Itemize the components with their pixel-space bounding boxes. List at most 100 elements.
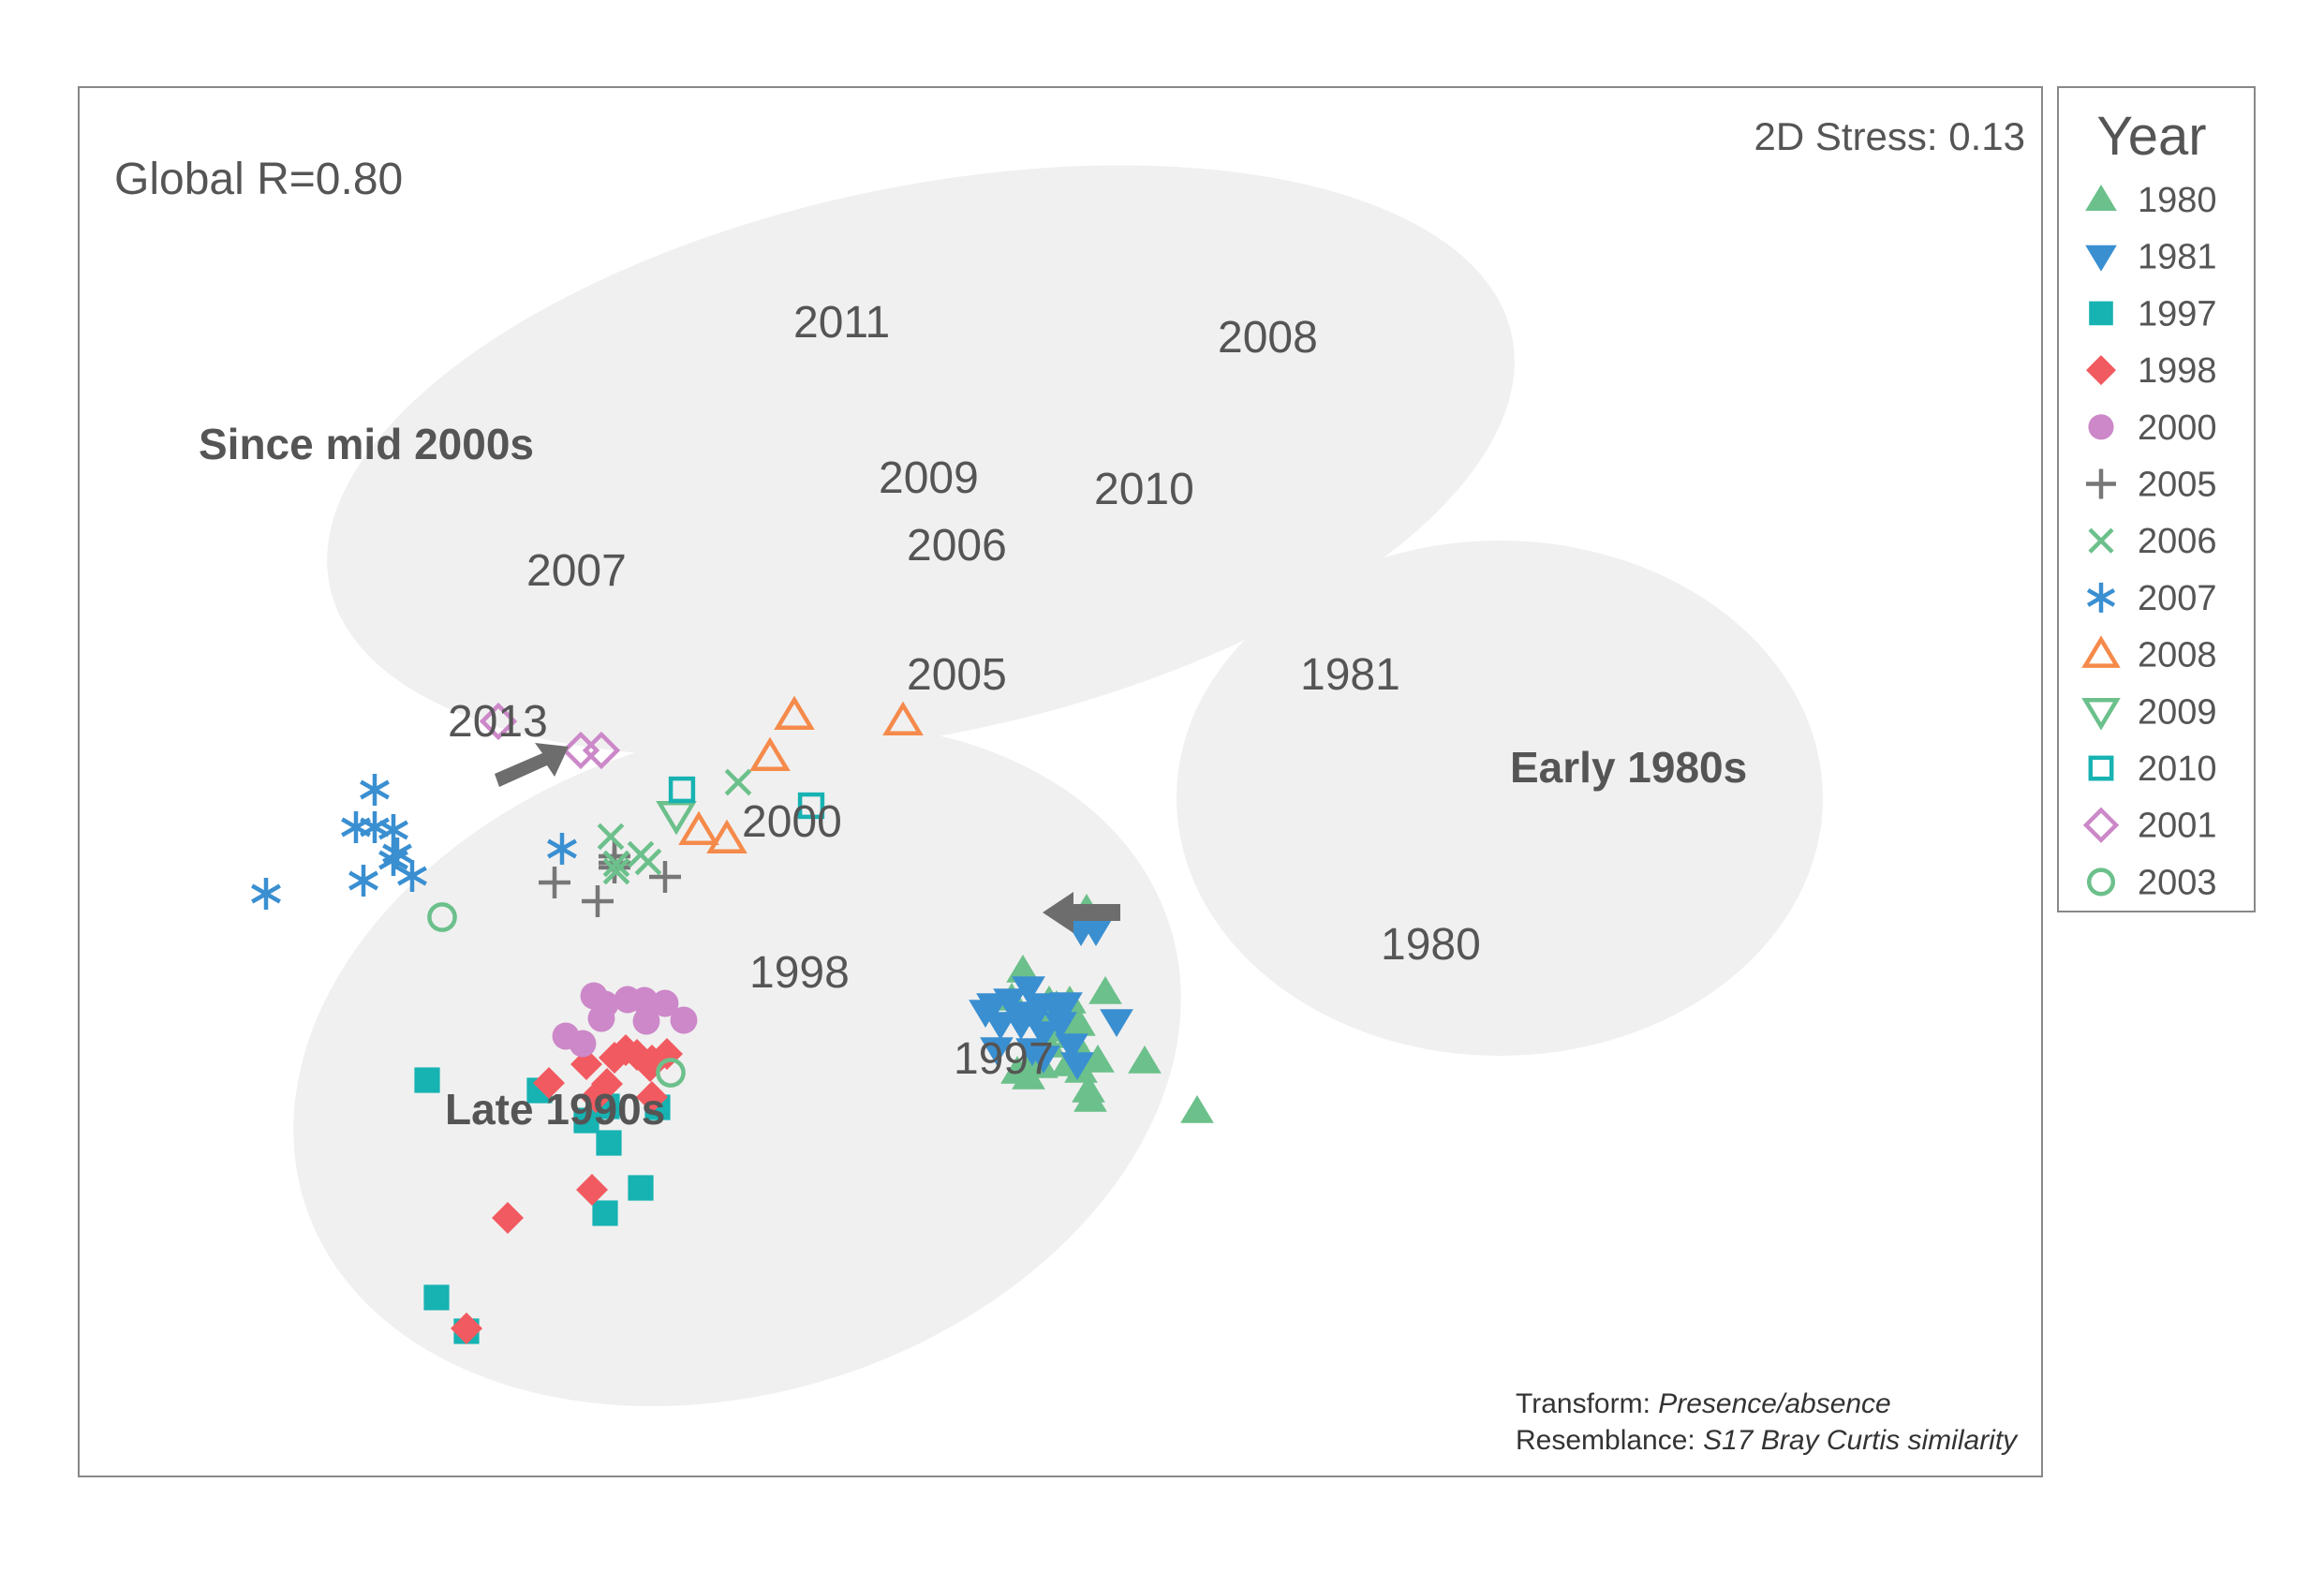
legend-label-1980: 1980 [2138,181,2217,220]
footnote-resemblance: Resemblance: S17 Bray Curtis similarity [1516,1425,2019,1456]
point-1998-1 [599,1042,630,1074]
point-2008-1 [882,701,924,735]
legend-item-1998: 1998 [2086,351,2217,391]
ellipse-late-1990s [293,721,1181,1407]
legend: Year 1980 1981 1997 1998 2000 2005 2006 2007 200… [2057,86,2256,912]
legend-label-2010: 2010 [2138,749,2217,789]
legend-marker-2003 [2086,868,2116,897]
point-1980-14 [1081,1045,1115,1073]
legend-item-2008: 2008 [2081,635,2217,675]
point-1998-10 [636,1081,668,1113]
legend-marker-2000 [2088,414,2114,440]
legend-label-1998: 1998 [2138,351,2217,391]
point-2007-6 [397,860,427,892]
point-2008-0 [774,695,815,730]
point-2008-2 [749,736,791,771]
point-1980-1 [1006,955,1040,983]
point-2006-0 [724,768,752,796]
legend-item-2010: 2010 [2088,749,2217,789]
footnote-transform-value: Presence/absence [1658,1388,1891,1419]
legend-label-2009: 2009 [2138,692,2217,732]
point-1980-16 [1128,1046,1162,1074]
point-1981-15 [1027,1021,1060,1049]
point-1997-8 [423,1284,450,1311]
ellipse-early-1980s [1177,541,1823,1056]
point-2005-3 [649,861,681,893]
point-1980-23 [1073,1084,1107,1112]
point-2000-10 [569,1030,597,1058]
legend-label-2007: 2007 [2138,579,2217,618]
legend-marker-1981 [2085,245,2117,272]
data-points [251,695,1214,1344]
legend-label-1997: 1997 [2138,294,2217,334]
legend-marker-2007 [2086,582,2116,613]
annotation-2005: 2005 [907,650,1007,700]
point-2006-5 [602,857,630,885]
point-1981-18 [1055,1033,1088,1061]
arrow-icon-2003 [1043,892,1120,933]
legend-marker-2005 [2086,468,2116,499]
annotation-2007: 2007 [526,546,627,596]
legend-item-2007: 2007 [2086,579,2217,618]
legend-label-2000: 2000 [2138,408,2217,448]
annotation-2008: 2008 [1218,313,1318,363]
point-2006-1 [597,823,625,851]
point-2008-3 [678,810,719,845]
point-1981-2 [1012,976,1045,1004]
annotation-1981: 1981 [1300,650,1400,700]
point-2006-4 [634,848,662,876]
point-1980-2 [1088,976,1122,1004]
legend-item-2001: 2001 [2082,807,2217,846]
point-1998-11 [576,1174,608,1206]
group-label-early-1980s: Early 1980s [1510,743,1747,792]
annotation-1998: 1998 [749,948,850,998]
point-2000-7 [632,1007,660,1035]
point-2007-0 [360,774,390,806]
point-2000-8 [670,1006,698,1034]
point-2008-4 [706,819,748,853]
legend-items: 1980 1981 1997 1998 2000 2005 2006 2007 2008 2009… [2081,181,2217,902]
legend-marker-2010 [2088,755,2114,781]
legend-item-2003: 2003 [2086,863,2217,902]
legend-marker-2008 [2081,635,2121,668]
group-label-since-mid-2000s: Since mid 2000s [199,420,534,468]
ellipse-since-mid-2000s [327,165,1515,757]
point-2007-2 [360,811,390,843]
point-2005-5 [582,885,614,917]
point-1981-20 [1060,1052,1094,1080]
legend-item-1981: 1981 [2085,238,2217,277]
point-1998-7 [533,1067,565,1099]
point-1997-7 [592,1200,618,1226]
point-1998-9 [580,1081,612,1113]
point-2007-9 [251,878,281,910]
annotation-2010: 2010 [1094,465,1194,514]
footnote-transform-label: Transform: [1516,1388,1658,1419]
group-label-late-1990s: Late 1990s [445,1085,665,1134]
annotation-2006: 2006 [907,521,1007,571]
legend-item-2006: 2006 [2088,522,2217,561]
point-2000-6 [587,1004,615,1032]
point-2009-0 [656,801,697,836]
point-1981-12 [1004,1012,1038,1040]
legend-title: Year [2096,106,2206,167]
legend-label-2005: 2005 [2138,466,2217,505]
point-1998-12 [492,1202,524,1234]
annotation-2009: 2009 [879,453,979,503]
point-1997-5 [596,1130,622,1156]
group-ellipses [293,165,1823,1407]
legend-marker-2009 [2081,698,2121,731]
point-1981-16 [980,1037,1014,1065]
annotation-2013: 2013 [448,697,548,747]
legend-item-2009: 2009 [2081,692,2217,732]
point-2007-3 [378,814,408,846]
point-1998-13 [451,1312,482,1344]
annotation-2011: 2011 [793,298,890,348]
legend-label-2003: 2003 [2138,863,2217,902]
point-2007-8 [547,833,577,865]
point-1981-19 [1027,1046,1060,1074]
legend-marker-1980 [2085,185,2117,211]
legend-marker-2001 [2082,807,2120,843]
point-1997-6 [628,1175,654,1201]
